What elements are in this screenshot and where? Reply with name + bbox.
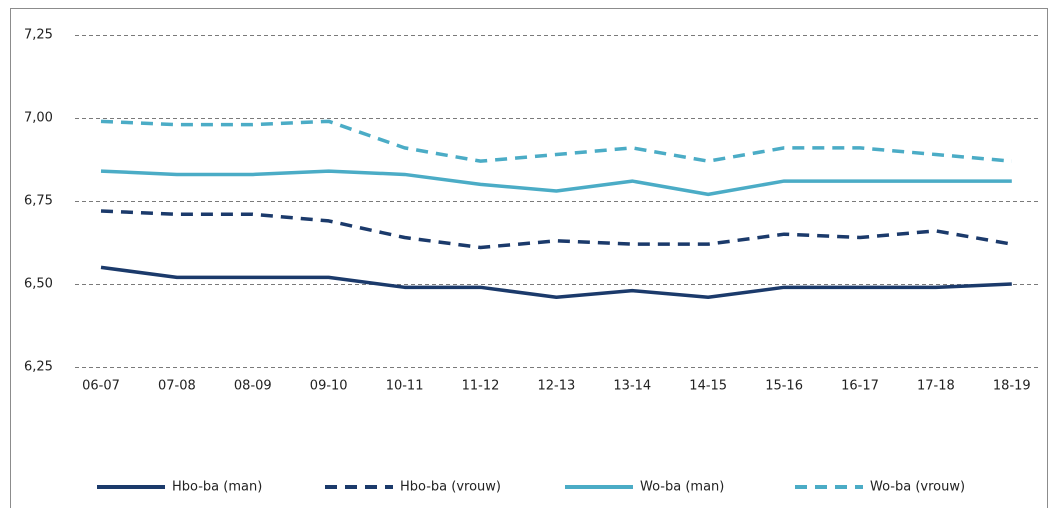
x-tick-label: 08-09 [234,379,272,394]
series-line [100,119,1012,163]
series-line [100,209,1013,250]
x-tick-label: 15-16 [765,379,803,394]
series-line [100,169,1012,197]
x-tick-label: 13-14 [613,379,651,394]
legend-label: Wo-ba (man) [640,480,724,495]
x-tick-label: 12-13 [538,379,576,394]
y-tick-label: 6,50 [24,277,53,292]
y-tick-label: 6,25 [24,360,53,375]
x-tick-label: 16-17 [841,379,879,394]
y-tick-label: 7,25 [24,28,53,43]
series-line [100,265,1012,300]
x-tick-label: 18-19 [993,379,1031,394]
y-tick-label: 6,75 [24,194,53,209]
legend-label: Hbo-ba (vrouw) [400,480,501,495]
x-tick-label: 09-10 [310,379,348,394]
x-tick-label: 07-08 [158,379,196,394]
legend-label: Wo-ba (vrouw) [870,480,965,495]
x-tick-label: 11-12 [462,379,500,394]
y-tick-label: 7,00 [24,111,53,126]
chart-frame [10,8,1048,508]
legend-label: Hbo-ba (man) [172,480,262,495]
x-tick-label: 10-11 [386,379,424,394]
x-tick-label: 17-18 [917,379,955,394]
x-tick-label: 14-15 [689,379,727,394]
x-tick-label: 06-07 [82,379,120,394]
